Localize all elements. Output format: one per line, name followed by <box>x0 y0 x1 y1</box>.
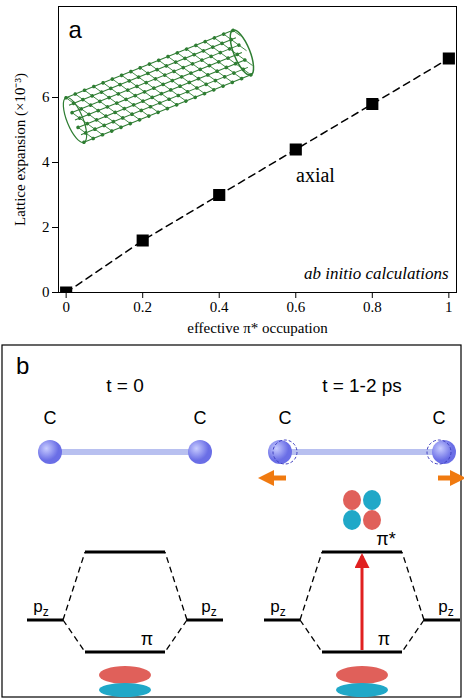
svg-text:effective π* occupation: effective π* occupation <box>187 320 328 336</box>
svg-text:6: 6 <box>42 89 50 105</box>
svg-text:t = 1-2 ps: t = 1-2 ps <box>322 375 402 396</box>
svg-text:Lattice expansion (×10⁻³): Lattice expansion (×10⁻³) <box>12 73 29 226</box>
svg-text:0.8: 0.8 <box>363 299 382 315</box>
svg-text:0: 0 <box>42 284 50 300</box>
svg-text:pz: pz <box>438 597 453 619</box>
svg-text:ab initio calculations: ab initio calculations <box>304 264 449 283</box>
svg-text:pz: pz <box>33 597 48 619</box>
svg-text:0: 0 <box>62 299 70 315</box>
svg-text:C: C <box>279 408 292 428</box>
svg-text:π: π <box>141 629 153 649</box>
svg-text:π*: π* <box>376 529 395 549</box>
svg-text:0.4: 0.4 <box>210 299 229 315</box>
svg-text:t = 0: t = 0 <box>106 375 144 396</box>
svg-text:C: C <box>44 408 57 428</box>
svg-text:pz: pz <box>201 597 216 619</box>
svg-text:0.6: 0.6 <box>286 299 305 315</box>
svg-text:pz: pz <box>270 597 285 619</box>
svg-text:0.2: 0.2 <box>133 299 152 315</box>
svg-text:a: a <box>69 16 83 43</box>
svg-text:C: C <box>194 408 207 428</box>
svg-text:1: 1 <box>445 299 453 315</box>
svg-text:2: 2 <box>42 219 50 235</box>
svg-text:b: b <box>16 352 29 379</box>
svg-text:C: C <box>433 408 446 428</box>
svg-text:4: 4 <box>42 154 50 170</box>
svg-text:π: π <box>378 629 390 649</box>
svg-text:axial: axial <box>296 164 335 186</box>
